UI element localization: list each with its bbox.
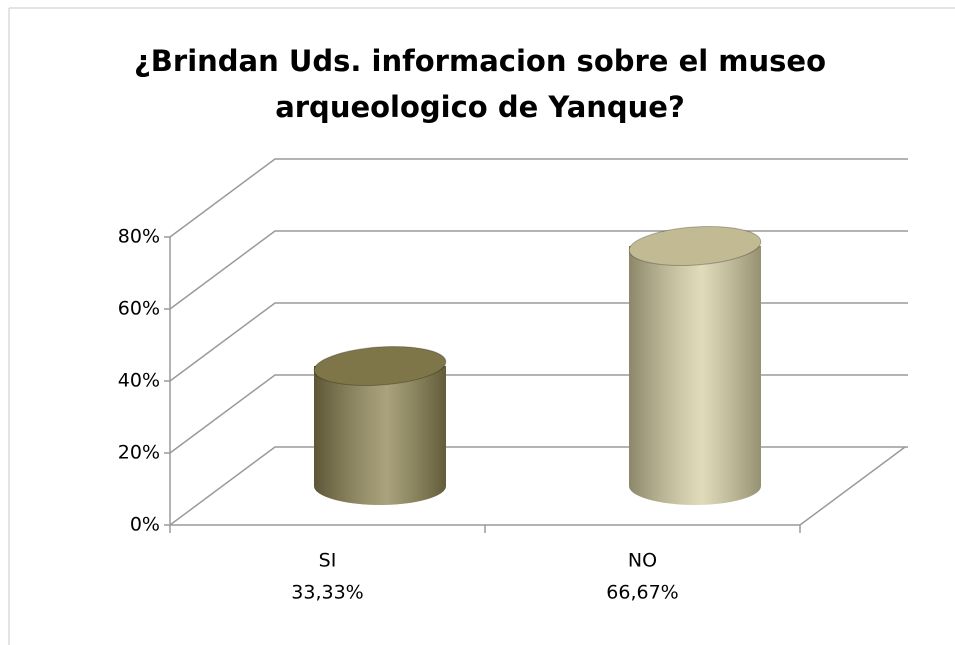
data-label: 33,33% <box>291 582 363 604</box>
y-tick-label: 20% <box>118 442 160 464</box>
y-tick-label: 0% <box>130 514 160 536</box>
bar-top <box>313 346 447 387</box>
y-tick-label: 60% <box>118 298 160 320</box>
chart-title: ¿Brindan Uds. informacion sobre el museo… <box>133 44 826 124</box>
x-tick-label: SI <box>319 550 337 572</box>
grid-line <box>169 302 908 382</box>
x-tick-label: NO <box>628 550 657 572</box>
floor-edge <box>170 446 906 526</box>
grid-line <box>169 230 908 310</box>
grid-line <box>169 446 908 526</box>
bar-shade <box>629 245 761 505</box>
grid-line <box>169 374 908 454</box>
bar-top <box>628 225 762 266</box>
y-tick-label: 40% <box>118 370 160 392</box>
data-label: 66,67% <box>606 582 678 604</box>
bar-shade <box>314 366 446 505</box>
grid-line <box>169 158 908 238</box>
y-tick-label: 80% <box>118 226 160 248</box>
